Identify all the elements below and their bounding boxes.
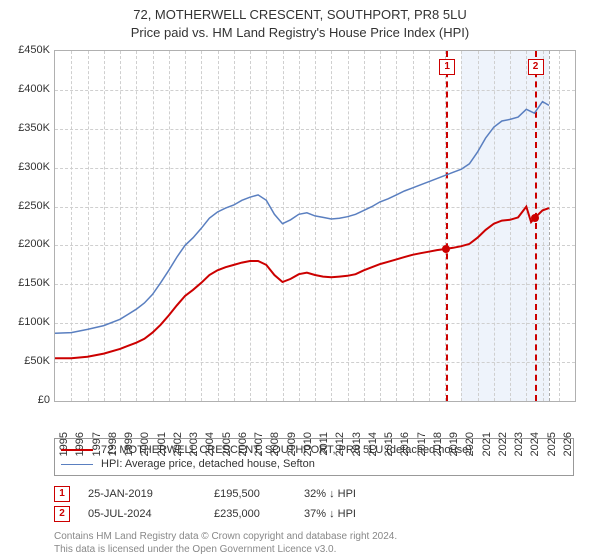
transaction-table: 1 25-JAN-2019 £195,500 32% ↓ HPI 2 05-JUL-202… <box>54 484 574 524</box>
chart-container: 72, MOTHERWELL CRESCENT, SOUTHPORT, PR8 … <box>0 0 600 560</box>
title-line-1: 72, MOTHERWELL CRESCENT, SOUTHPORT, PR8 … <box>0 6 600 24</box>
y-axis-label: £200K <box>6 238 50 250</box>
legend-row: 72, MOTHERWELL CRESCENT, SOUTHPORT, PR8 … <box>61 443 567 457</box>
y-axis-label: £150K <box>6 277 50 289</box>
plot-area: 12 <box>54 50 576 402</box>
footnote: Contains HM Land Registry data © Crown c… <box>54 530 574 556</box>
transaction-date: 25-JAN-2019 <box>88 488 196 500</box>
footnote-line-2: This data is licensed under the Open Gov… <box>54 543 574 556</box>
transaction-price: £235,000 <box>214 508 286 520</box>
legend-swatch <box>61 449 93 451</box>
y-axis-label: £100K <box>6 316 50 328</box>
transaction-date: 05-JUL-2024 <box>88 508 196 520</box>
legend-row: HPI: Average price, detached house, Seft… <box>61 457 567 471</box>
footnote-line-1: Contains HM Land Registry data © Crown c… <box>54 530 574 543</box>
legend-box: 72, MOTHERWELL CRESCENT, SOUTHPORT, PR8 … <box>54 438 574 476</box>
legend-label: 72, MOTHERWELL CRESCENT, SOUTHPORT, PR8 … <box>101 444 472 456</box>
transaction-diff: 32% ↓ HPI <box>304 488 424 500</box>
transaction-diff: 37% ↓ HPI <box>304 508 424 520</box>
y-axis-label: £350K <box>6 122 50 134</box>
y-axis-label: £250K <box>6 200 50 212</box>
chart-title: 72, MOTHERWELL CRESCENT, SOUTHPORT, PR8 … <box>0 0 600 41</box>
y-axis-label: £400K <box>6 83 50 95</box>
transaction-badge: 2 <box>54 506 70 522</box>
transaction-price: £195,500 <box>214 488 286 500</box>
y-axis-label: £450K <box>6 44 50 56</box>
legend-swatch <box>61 464 93 465</box>
legend-and-footer: 72, MOTHERWELL CRESCENT, SOUTHPORT, PR8 … <box>54 438 574 556</box>
transaction-row: 1 25-JAN-2019 £195,500 32% ↓ HPI <box>54 484 574 504</box>
series-svg <box>55 51 575 401</box>
series-line-price_paid <box>55 207 549 359</box>
legend-label: HPI: Average price, detached house, Seft… <box>101 458 315 470</box>
series-line-hpi <box>55 102 549 334</box>
y-axis-label: £0 <box>6 394 50 406</box>
y-axis-label: £300K <box>6 161 50 173</box>
title-line-2: Price paid vs. HM Land Registry's House … <box>0 24 600 42</box>
transaction-badge: 1 <box>54 486 70 502</box>
y-axis-label: £50K <box>6 355 50 367</box>
transaction-row: 2 05-JUL-2024 £235,000 37% ↓ HPI <box>54 504 574 524</box>
